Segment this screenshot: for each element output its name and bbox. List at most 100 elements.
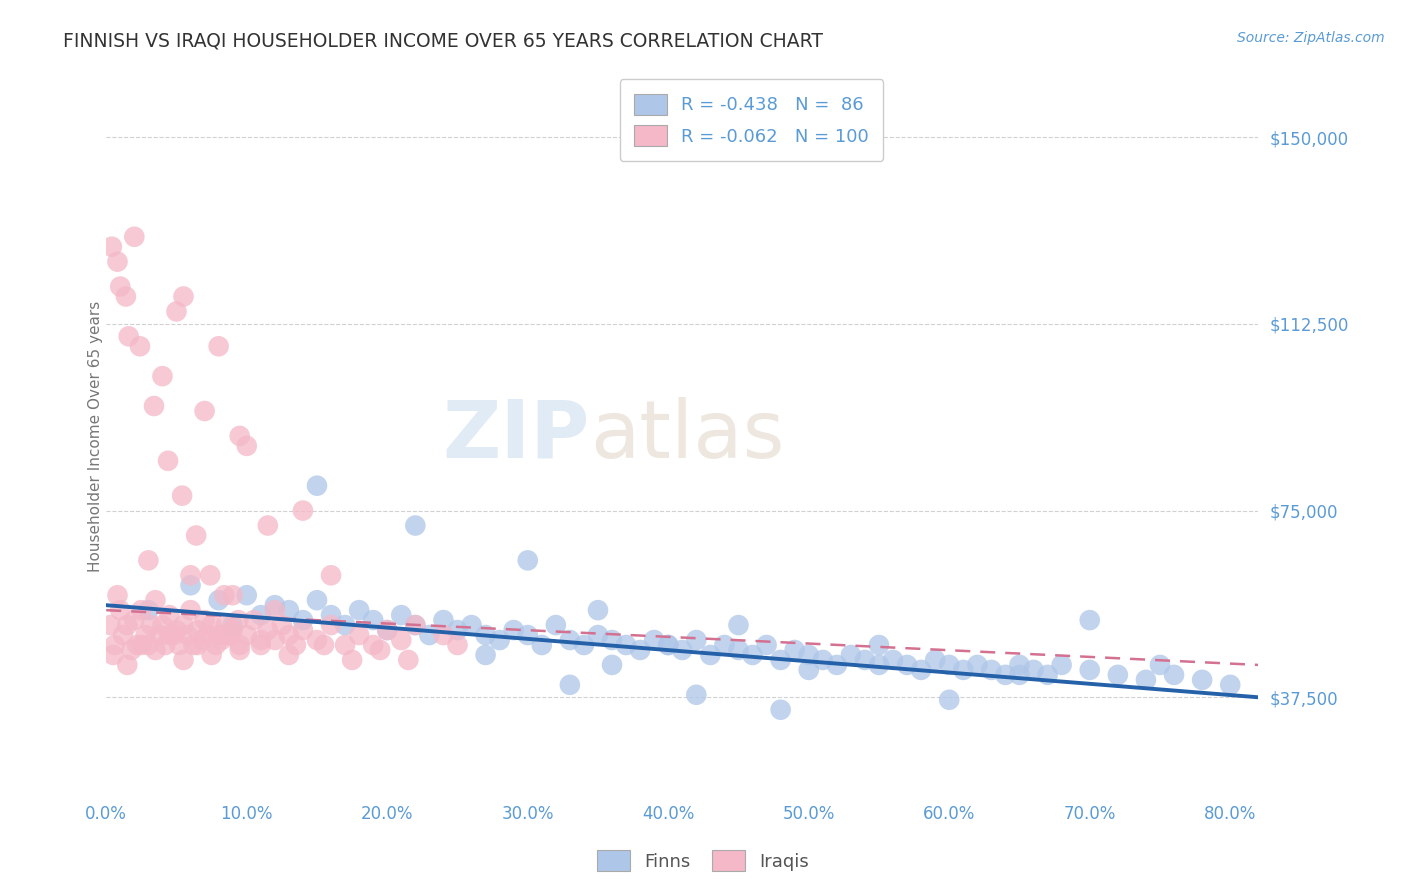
Point <box>228 643 250 657</box>
Point <box>249 638 271 652</box>
Point <box>319 568 342 582</box>
Point <box>868 657 890 672</box>
Point <box>157 454 180 468</box>
Point <box>127 638 149 652</box>
Point <box>1135 673 1157 687</box>
Point <box>200 568 222 582</box>
Point <box>183 638 205 652</box>
Point <box>186 528 208 542</box>
Point <box>1219 678 1241 692</box>
Point <box>112 628 135 642</box>
Point <box>249 633 271 648</box>
Point <box>205 638 228 652</box>
Point <box>131 603 153 617</box>
Point <box>558 633 581 648</box>
Point <box>107 254 129 268</box>
Point <box>211 633 233 648</box>
Point <box>103 648 125 662</box>
Point <box>152 369 174 384</box>
Point <box>284 638 307 652</box>
Point <box>180 578 202 592</box>
Point <box>214 628 236 642</box>
Point <box>600 633 623 648</box>
Point <box>100 618 122 632</box>
Point <box>1008 668 1031 682</box>
Point <box>797 663 820 677</box>
Point <box>163 628 186 642</box>
Point <box>839 648 862 662</box>
Y-axis label: Householder Income Over 65 years: Householder Income Over 65 years <box>87 301 103 572</box>
Legend: R = -0.438   N =  86, R = -0.062   N = 100: R = -0.438 N = 86, R = -0.062 N = 100 <box>620 79 883 161</box>
Point <box>305 633 328 648</box>
Point <box>173 618 195 632</box>
Point <box>228 429 250 443</box>
Point <box>980 663 1002 677</box>
Point <box>319 618 342 632</box>
Point <box>474 628 496 642</box>
Point <box>249 608 271 623</box>
Text: ZIP: ZIP <box>443 397 591 475</box>
Point <box>361 613 384 627</box>
Point <box>110 279 132 293</box>
Point <box>138 603 160 617</box>
Point <box>155 638 177 652</box>
Point <box>783 643 806 657</box>
Point <box>347 603 370 617</box>
Point <box>389 633 412 648</box>
Point <box>117 657 139 672</box>
Point <box>1036 668 1059 682</box>
Point <box>214 588 236 602</box>
Point <box>159 608 181 623</box>
Point <box>235 588 257 602</box>
Point <box>404 518 426 533</box>
Point <box>657 638 679 652</box>
Point <box>643 633 665 648</box>
Point <box>404 618 426 632</box>
Point <box>277 648 299 662</box>
Point <box>516 553 538 567</box>
Point <box>853 653 876 667</box>
Point <box>530 638 553 652</box>
Point <box>868 638 890 652</box>
Point <box>333 638 356 652</box>
Point <box>1107 668 1129 682</box>
Point <box>256 518 278 533</box>
Point <box>256 623 278 637</box>
Point <box>172 489 194 503</box>
Point <box>221 618 243 632</box>
Point <box>389 608 412 623</box>
Point <box>208 628 231 642</box>
Point <box>628 643 651 657</box>
Point <box>115 289 138 303</box>
Point <box>994 668 1017 682</box>
Point <box>347 628 370 642</box>
Point <box>446 623 468 637</box>
Text: Source: ZipAtlas.com: Source: ZipAtlas.com <box>1237 31 1385 45</box>
Point <box>368 643 391 657</box>
Point <box>180 568 202 582</box>
Point <box>1149 657 1171 672</box>
Point <box>882 653 904 667</box>
Point <box>135 628 157 642</box>
Point <box>460 618 482 632</box>
Point <box>671 643 693 657</box>
Point <box>418 628 440 642</box>
Point <box>699 648 721 662</box>
Point <box>825 657 848 672</box>
Point <box>107 588 129 602</box>
Point <box>291 613 314 627</box>
Point <box>600 657 623 672</box>
Point <box>194 404 217 418</box>
Point <box>910 663 932 677</box>
Point <box>124 613 146 627</box>
Point <box>152 618 174 632</box>
Point <box>270 618 292 632</box>
Text: atlas: atlas <box>591 397 785 475</box>
Point <box>1163 668 1185 682</box>
Point <box>149 628 172 642</box>
Point <box>166 623 188 637</box>
Legend: Finns, Iraqis: Finns, Iraqis <box>591 843 815 879</box>
Point <box>446 638 468 652</box>
Point <box>263 633 285 648</box>
Point <box>191 633 214 648</box>
